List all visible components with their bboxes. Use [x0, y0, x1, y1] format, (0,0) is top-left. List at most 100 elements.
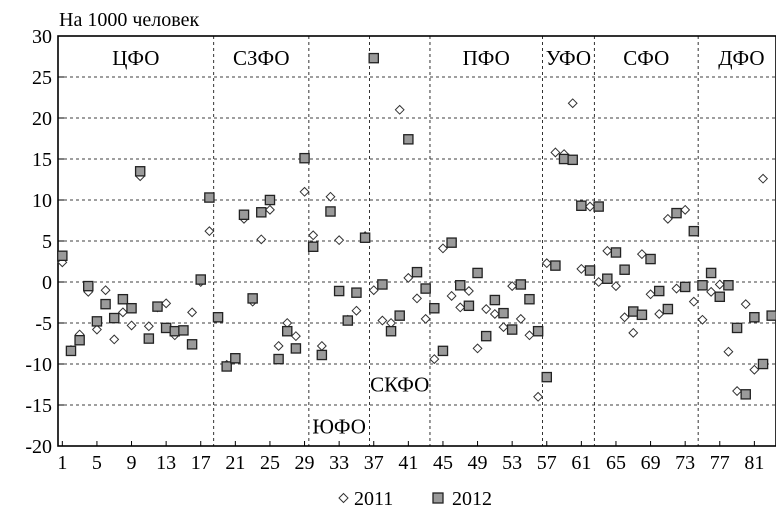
series-2012 [57, 52, 776, 400]
point-2011 [455, 302, 466, 313]
point-2011 [117, 307, 128, 318]
point-2012 [550, 260, 561, 271]
point-2012 [307, 241, 319, 252]
point-2012 [281, 325, 293, 337]
y-tick-label: -20 [25, 436, 52, 458]
point-2011 [403, 272, 414, 283]
point-2012 [515, 279, 527, 290]
y-tick-label: 20 [32, 108, 52, 130]
point-2012 [593, 201, 604, 212]
legend: 2011 2012 [338, 488, 492, 510]
x-tick-label: 1 [57, 452, 67, 474]
point-2012 [757, 358, 769, 370]
x-tick-label: 13 [156, 452, 176, 474]
y-tick-label: 15 [32, 149, 52, 171]
point-2012 [455, 280, 466, 291]
point-2012 [472, 267, 483, 279]
legend-label-2011: 2011 [354, 488, 393, 510]
point-2011 [368, 285, 379, 296]
y-tick-label: 5 [42, 231, 52, 253]
y-tick-label: 0 [42, 272, 52, 294]
point-2012 [411, 266, 423, 278]
point-2011 [541, 258, 552, 269]
x-tick-label: 17 [191, 452, 211, 474]
x-tick-label: 21 [225, 452, 245, 474]
x-tick-label: 5 [92, 452, 102, 474]
point-2012 [697, 280, 708, 291]
point-2012 [333, 285, 345, 297]
district-label: ПФО [463, 46, 510, 70]
point-2012 [57, 250, 68, 262]
point-2011 [688, 296, 699, 307]
district-label: СЗФО [233, 46, 290, 70]
point-2011 [567, 98, 578, 109]
chart-title: На 1000 человек [59, 9, 199, 31]
point-2011 [680, 204, 691, 215]
point-2012 [100, 298, 111, 310]
point-2012 [273, 353, 284, 365]
point-2011 [636, 249, 647, 260]
point-2011 [524, 330, 535, 341]
district-label: ЦФО [112, 46, 159, 70]
point-2012 [749, 312, 760, 323]
point-2011 [394, 104, 405, 115]
x-tick-label: 9 [127, 452, 137, 474]
y-tick-label: 10 [32, 190, 52, 212]
point-2012 [186, 339, 198, 350]
district-label: ДФО [718, 46, 764, 70]
point-2012 [247, 293, 258, 304]
point-2011 [437, 243, 448, 254]
point-2011 [377, 315, 388, 326]
x-axis-ticks: 1 5 9 13 17 21 25 29 33 37 41 45 49 53 57 61 65 69 73 77 81 [57, 441, 764, 474]
point-2012 [126, 302, 137, 314]
point-2012 [359, 232, 371, 243]
x-tick-label: 77 [710, 452, 730, 474]
point-2011 [610, 281, 621, 292]
point-2011 [204, 226, 215, 237]
point-2011 [662, 213, 673, 224]
point-2012 [316, 349, 328, 361]
point-2012 [524, 293, 535, 305]
point-2012 [653, 285, 665, 297]
point-2011 [316, 340, 327, 351]
point-2012 [256, 207, 267, 218]
point-2012 [204, 192, 215, 203]
point-2012 [74, 334, 85, 346]
point-2011 [515, 313, 526, 324]
point-2011 [308, 230, 319, 241]
point-2011 [299, 186, 310, 197]
point-2012 [134, 166, 146, 177]
point-2012 [325, 206, 336, 217]
point-2012 [714, 291, 726, 303]
point-2012 [221, 361, 232, 372]
point-2012 [65, 345, 77, 357]
x-tick-label: 41 [398, 452, 418, 474]
point-2012 [558, 153, 570, 165]
point-2012 [688, 225, 700, 237]
point-2012 [489, 294, 501, 306]
point-2012 [662, 303, 674, 315]
point-2011 [758, 173, 769, 184]
y-axis-ticks: -20 -15 -10 -5 0 5 10 15 20 25 30 [25, 26, 64, 458]
point-2011 [273, 340, 284, 351]
district-label: ЮФО [312, 414, 366, 438]
point-2011 [325, 191, 336, 202]
point-2011 [446, 290, 457, 301]
point-2011 [619, 312, 630, 323]
point-2012 [628, 306, 639, 317]
point-2012 [108, 312, 120, 324]
point-2012 [731, 322, 743, 334]
point-2012 [610, 247, 622, 258]
point-2011 [109, 334, 120, 345]
point-2011 [334, 235, 345, 246]
point-2011 [290, 331, 301, 342]
y-tick-label: -10 [25, 354, 52, 376]
x-tick-label: 53 [502, 452, 522, 474]
point-2012 [506, 324, 518, 335]
y-tick-label: 30 [32, 26, 52, 48]
point-2011 [161, 298, 172, 309]
point-2012 [385, 325, 397, 337]
point-2012 [368, 52, 379, 64]
x-tick-label: 49 [468, 452, 488, 474]
